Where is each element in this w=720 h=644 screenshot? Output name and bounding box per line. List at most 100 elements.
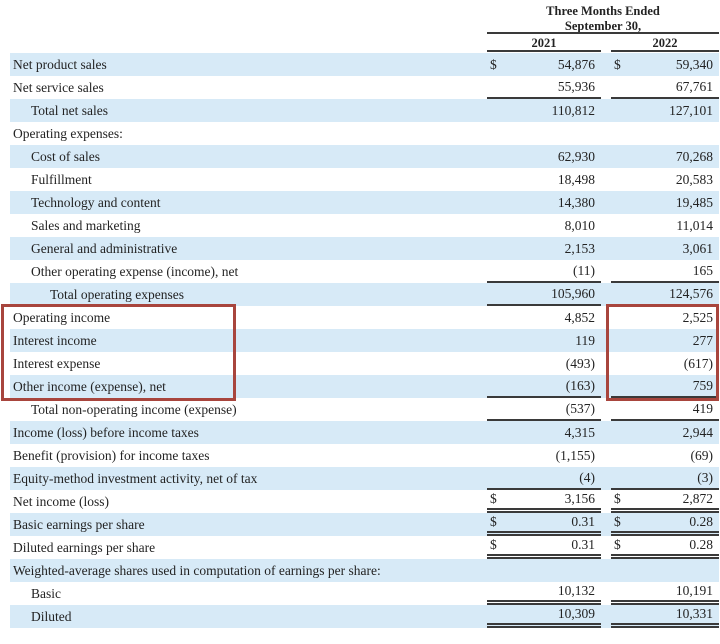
value-2021: 18,498 [557, 171, 595, 187]
value-2022-cell: 70,268 [611, 145, 719, 168]
row-label: Income (loss) before income taxes [13, 424, 199, 440]
row-label: Net income (loss) [13, 493, 109, 509]
row-label: Fulfillment [31, 171, 92, 187]
row-label: Benefit (provision) for income taxes [13, 447, 210, 463]
value-2021-cell: 8,010 [487, 214, 601, 237]
value-2022: 10,191 [675, 583, 713, 598]
value-2022-cell: 20,583 [611, 168, 719, 191]
value-2022: 19,485 [675, 194, 713, 210]
row-label: Net service sales [13, 79, 104, 95]
value-2022-cell: 124,576 [611, 283, 719, 306]
value-2022-cell: $0.28 [611, 513, 719, 536]
value-2021: 55,936 [557, 78, 595, 94]
table-row: Income (loss) before income taxes 4,315 2,… [10, 421, 719, 444]
value-2022: 277 [692, 332, 713, 348]
value-2022-cell: 10,331 [611, 605, 719, 628]
column-gap [601, 582, 611, 605]
value-2022-cell: $2,872 [611, 490, 719, 513]
table-row: Cost of sales 62,930 70,268 [10, 145, 719, 168]
value-2021: 4,315 [564, 424, 595, 440]
value-2022-cell: 67,761 [611, 76, 719, 99]
column-gap [601, 99, 611, 122]
value-2022: (617) [683, 355, 713, 371]
row-label: Basic earnings per share [13, 516, 145, 532]
row-label: Other income (expense), net [13, 378, 166, 394]
value-2022: 2,872 [682, 491, 713, 506]
row-label: General and administrative [31, 240, 178, 256]
row-label: Interest income [13, 332, 97, 348]
value-2021-cell: 105,960 [487, 283, 601, 306]
table-row: Total net sales 110,812 127,101 [10, 99, 719, 122]
value-2021-cell: (4) [487, 467, 601, 490]
table-row: Sales and marketing 8,010 11,014 [10, 214, 719, 237]
table-row: Fulfillment 18,498 20,583 [10, 168, 719, 191]
value-2022-cell: 3,061 [611, 237, 719, 260]
value-2022: 0.28 [689, 514, 713, 529]
value-2021-cell: $3,156 [487, 490, 601, 513]
column-gap [601, 306, 611, 329]
currency-symbol: $ [490, 56, 497, 72]
value-2022: 11,014 [676, 217, 713, 233]
value-2021-cell: 4,852 [487, 306, 601, 329]
column-gap [601, 53, 611, 76]
column-header-2021: 2021 [487, 36, 601, 52]
table-rows: Net product sales $54,876 $59,340 Net servi… [0, 53, 720, 628]
column-gap [601, 421, 611, 444]
value-2021: (163) [565, 377, 595, 393]
table-row: Operating expenses: [10, 122, 719, 145]
value-2021-cell: (163) [487, 375, 601, 398]
table-row: Total operating expenses 105,960 124,576 [10, 283, 719, 306]
column-gap [601, 122, 611, 145]
table-row: General and administrative 2,153 3,061 [10, 237, 719, 260]
table-row: Technology and content 14,380 19,485 [10, 191, 719, 214]
table-row: Diluted earnings per share $0.31 $0.28 [10, 536, 719, 559]
value-2022-cell: 165 [611, 260, 719, 283]
value-2021: 62,930 [557, 148, 595, 164]
column-gap [601, 536, 611, 559]
column-gap [601, 237, 611, 260]
table-row: Weighted-average shares used in computat… [10, 559, 719, 582]
row-label: Other operating expense (income), net [31, 263, 239, 279]
value-2022-cell: (69) [611, 444, 719, 467]
row-label: Technology and content [31, 194, 161, 210]
currency-symbol: $ [614, 514, 621, 529]
column-gap [601, 191, 611, 214]
period-line1: Three Months Ended [546, 4, 660, 18]
currency-symbol: $ [490, 514, 497, 529]
table-row: Operating income 4,852 2,525 [10, 306, 719, 329]
value-2021-cell: 10,132 [487, 582, 601, 605]
value-2022: 2,944 [682, 424, 713, 440]
column-gap [601, 398, 611, 421]
currency-symbol: $ [614, 56, 621, 72]
value-2022: 10,331 [675, 606, 713, 621]
column-gap [601, 559, 611, 582]
value-2021-cell: $54,876 [487, 53, 601, 76]
value-2022: 419 [692, 400, 713, 416]
value-2022-cell: 2,525 [611, 306, 719, 329]
currency-symbol: $ [614, 537, 621, 552]
value-2022-cell: 10,191 [611, 582, 719, 605]
value-2021: 14,380 [557, 194, 595, 210]
value-2021: (493) [565, 355, 595, 371]
row-label: Operating income [13, 309, 111, 325]
value-2022: 20,583 [675, 171, 713, 187]
value-2021: 119 [575, 332, 595, 348]
column-gap [601, 283, 611, 306]
value-2021-cell: 55,936 [487, 76, 601, 99]
value-2022-cell: 127,101 [611, 99, 719, 122]
period-line2: September 30, [564, 19, 642, 33]
table-row: Total non-operating income (expense) (537… [10, 398, 719, 421]
value-2021: (11) [573, 262, 595, 278]
value-2022: 59,340 [675, 56, 713, 72]
table-row: Net income (loss) $3,156 $2,872 [10, 490, 719, 513]
table-row: Other operating expense (income), net (11… [10, 260, 719, 283]
table-row: Net product sales $54,876 $59,340 [10, 53, 719, 76]
value-2022: 67,761 [675, 78, 713, 94]
column-gap [601, 490, 611, 513]
column-gap [601, 375, 611, 398]
value-2022-cell: $0.28 [611, 536, 719, 559]
row-label: Total net sales [31, 102, 109, 118]
row-label: Total operating expenses [50, 286, 185, 302]
value-2021: 3,156 [564, 491, 595, 506]
